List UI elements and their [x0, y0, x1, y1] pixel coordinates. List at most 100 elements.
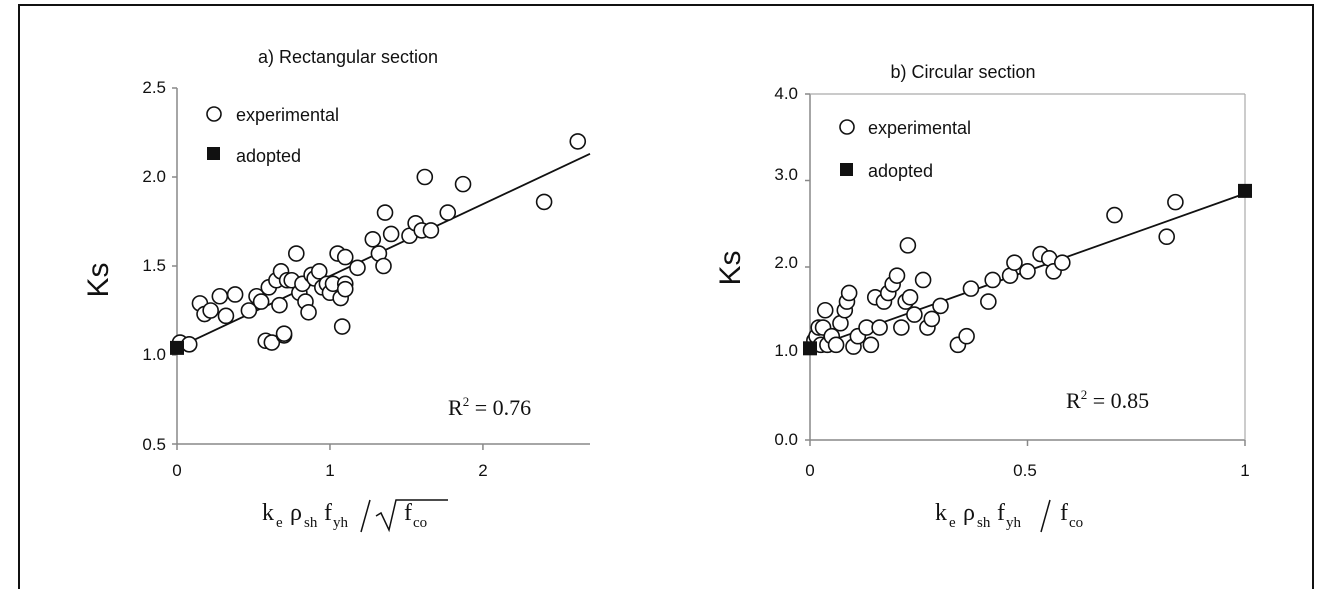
chart-a-x-label-f2: f: [404, 500, 412, 526]
chart-a-point-experimental: [336, 280, 354, 298]
chart-a-point-experimental: [333, 318, 351, 335]
chart-a-x-ticks: 0 1 2: [172, 461, 487, 480]
frame-top-border: [18, 4, 1314, 6]
chart-b-point-experimental: [962, 280, 980, 297]
chart-a-point-experimental: [310, 263, 328, 280]
chart-a-x-label-sub-e: e: [276, 515, 283, 531]
chart-b-point-experimental: [1167, 193, 1184, 211]
chart-a-x-label-sqrt: [375, 499, 448, 533]
chart-b-r-squared-exponent: 2: [1081, 387, 1088, 402]
chart-b-x-label-sub-co: co: [1069, 515, 1083, 531]
chart-a-point-experimental: [569, 133, 587, 150]
frame-left-border: [18, 4, 20, 589]
chart-a-x-axis-label: k e ρ sh f yh f co: [262, 499, 448, 533]
chart-a-y-axis-label: Ks: [82, 262, 115, 297]
chart-b-x-tick-label: 0.5: [1013, 461, 1037, 480]
chart-b-r-squared-base: R: [1066, 388, 1081, 413]
chart-b-point-experimental: [923, 310, 941, 328]
chart-b-axes: [805, 93, 1246, 446]
chart-a-r-squared-base: R: [448, 395, 463, 420]
chart-a-point-experimental: [535, 193, 553, 211]
chart-b-point-experimental: [984, 271, 1002, 289]
chart-b-point-experimental: [980, 293, 997, 310]
chart-a-point-experimental: [271, 296, 288, 314]
chart-a-r-squared: R2 = 0.76: [448, 394, 531, 420]
chart-b-x-label-sub-sh: sh: [977, 515, 991, 531]
chart-b-point-experimental: [932, 297, 949, 315]
chart-b-y-ticks: 0.0 1.0 2.0 3.0 4.0: [774, 84, 798, 449]
chart-a-r-squared-value: = 0.76: [469, 395, 531, 420]
chart-b-point-experimental: [840, 284, 858, 302]
chart-a-legend: experimental adopted: [206, 105, 339, 166]
chart-a-point-adopted: [170, 340, 184, 355]
chart-a-y-tick-label: 1.5: [142, 256, 166, 275]
chart-b-x-tick-label: 1: [1240, 461, 1249, 480]
chart-b-y-tick-label: 1.0: [774, 341, 798, 360]
chart-b-point-experimental: [816, 301, 834, 319]
chart-b-point-adopted: [1238, 183, 1252, 198]
chart-b-x-label-rho: ρ: [963, 500, 975, 526]
chart-b-point-experimental: [901, 288, 919, 306]
chart-a-x-tick-label: 0: [172, 461, 181, 480]
chart-a-x-label-k: k: [262, 500, 274, 526]
chart-b-x-axis-label: k e ρ sh f yh f co: [935, 499, 1083, 533]
chart-b-point-experimental: [1054, 254, 1071, 271]
chart-a-point-experimental: [202, 302, 219, 319]
chart-b-x-label-sub-e: e: [949, 515, 956, 531]
chart-a-point-experimental: [275, 325, 293, 342]
chart-a-point-experimental: [376, 204, 394, 221]
chart-b-point-adopted: [803, 341, 817, 356]
chart-a-y-tick-label: 0.5: [142, 435, 166, 454]
chart-a-x-label-f1: f: [324, 500, 332, 526]
chart-a-point-experimental: [226, 286, 244, 303]
frame-right-border: [1312, 4, 1314, 589]
chart-b-legend: experimental adopted: [839, 118, 971, 181]
chart-a-r-squared-exponent: 2: [463, 394, 470, 409]
chart-b-point-experimental: [1106, 206, 1123, 224]
chart-a-legend-marker-experimental: [206, 106, 222, 122]
chart-b-x-ticks: 0 0.5 1: [805, 461, 1249, 480]
chart-b-y-tick-label: 4.0: [774, 84, 798, 103]
chart-b-y-tick-label: 3.0: [774, 165, 798, 184]
chart-b-x-label-sub-yh: yh: [1006, 515, 1022, 531]
chart-a-y-ticks: 0.5 1.0 1.5 2.0 2.5: [142, 78, 166, 454]
chart-a-point-experimental: [263, 334, 281, 351]
chart-b-point-experimental: [888, 267, 906, 284]
chart-b-point-experimental: [1158, 228, 1175, 246]
chart-circular-section: b) Circular section Ks 0.0 1.0 2.0 3.0 4…: [714, 62, 1252, 533]
chart-a-points: [170, 133, 587, 355]
chart-b-y-axis-label: Ks: [714, 250, 747, 285]
chart-a-legend-label-adopted: adopted: [236, 146, 301, 166]
chart-a-y-tick-label: 2.0: [142, 167, 166, 186]
chart-a-y-tick-label: 1.0: [142, 345, 166, 364]
chart-a-x-label-sub-yh: yh: [333, 515, 349, 531]
chart-a-point-experimental: [300, 303, 317, 321]
chart-a-point-experimental: [349, 259, 366, 277]
chart-a-point-experimental: [240, 302, 258, 319]
chart-b-point-experimental: [906, 306, 923, 323]
chart-a-x-label-rho: ρ: [290, 500, 302, 526]
chart-b-y-tick-label: 2.0: [774, 253, 798, 272]
chart-b-point-experimental: [893, 319, 910, 336]
chart-a-legend-marker-adopted: [207, 147, 220, 160]
chart-b-point-experimental: [958, 327, 975, 345]
chart-a-x-label-slash: [360, 499, 371, 533]
chart-b-point-experimental: [827, 336, 845, 354]
chart-a-x-tick-label: 1: [325, 461, 334, 480]
chart-a-point-experimental: [364, 231, 382, 248]
chart-b-point-experimental: [1019, 263, 1036, 280]
chart-a-point-experimental: [336, 248, 354, 266]
chart-b-point-experimental: [871, 319, 888, 336]
chart-a-point-experimental: [252, 293, 270, 310]
figure-frame: [18, 4, 1314, 589]
chart-b-legend-label-experimental: experimental: [868, 118, 971, 138]
chart-a-point-experimental: [454, 175, 472, 193]
chart-a-point-experimental: [211, 287, 229, 305]
chart-a-x-label-sub-co: co: [413, 515, 427, 531]
chart-a-axes: [172, 87, 590, 450]
chart-b-points: [803, 183, 1252, 356]
chart-a-point-experimental: [416, 168, 434, 186]
chart-b-r-squared: R2 = 0.85: [1066, 387, 1149, 413]
chart-a-point-experimental: [288, 245, 305, 262]
chart-a-point-experimental: [439, 204, 457, 221]
